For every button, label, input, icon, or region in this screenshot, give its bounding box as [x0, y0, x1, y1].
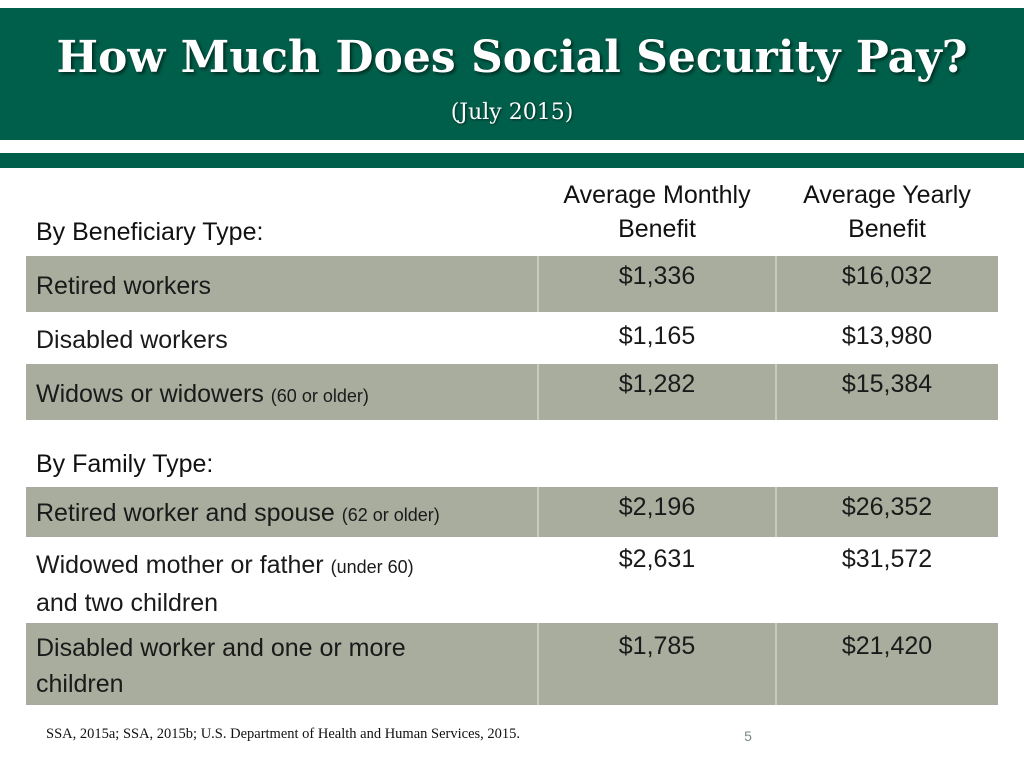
row-label-note: (under 60) [330, 557, 414, 577]
column-header-monthly: Average Monthly Benefit [563, 181, 751, 243]
column-divider [775, 487, 777, 537]
table-row: Retired worker and spouse (62 or older) … [26, 487, 998, 537]
row-label-text: Widowed mother or father [36, 551, 324, 579]
monthly-value: $1,165 [618, 322, 696, 350]
page-number: 5 [744, 728, 752, 744]
row-label-note: (62 or older) [341, 505, 440, 525]
column-divider [775, 623, 777, 705]
title-rule [0, 153, 1024, 168]
row-label: Retired workers [36, 268, 211, 304]
column-divider [537, 364, 539, 420]
section-label-family: By Family Type: [36, 450, 214, 478]
table-row: Widows or widowers (60 or older) $1,282 … [26, 364, 998, 420]
row-label-text: Widows or widowers [36, 380, 264, 408]
row-label-note: (60 or older) [270, 386, 369, 406]
monthly-value: $2,631 [618, 545, 696, 573]
yearly-value: $31,572 [841, 545, 933, 573]
yearly-value: $21,420 [841, 632, 933, 660]
table-row: Widowed mother or father (under 60) and … [26, 537, 998, 623]
row-label-text-line2: and two children [36, 589, 219, 617]
column-divider [775, 364, 777, 420]
column-divider [537, 256, 539, 312]
yearly-value: $16,032 [841, 262, 933, 290]
monthly-value: $1,336 [618, 262, 696, 290]
slide-subtitle: (July 2015) [450, 100, 574, 125]
table-row: Retired workers $1,336 $16,032 [26, 256, 998, 312]
table-row: Disabled worker and one or more children… [26, 623, 998, 705]
section-label-beneficiary: By Beneficiary Type: [36, 218, 264, 246]
monthly-value: $2,196 [618, 493, 696, 521]
row-label: Disabled workers [36, 322, 228, 358]
top-margin [0, 0, 1024, 8]
yearly-value: $26,352 [841, 493, 933, 521]
row-label: Disabled worker and one or more children [36, 630, 406, 702]
row-label-text: Retired workers [36, 272, 212, 300]
column-divider [775, 256, 777, 312]
yearly-value: $13,980 [841, 322, 933, 350]
source-citation: SSA, 2015a; SSA, 2015b; U.S. Department … [46, 726, 521, 742]
table-row: Disabled workers $1,165 $13,980 [26, 312, 998, 364]
yearly-value: $15,384 [841, 370, 933, 398]
title-band [0, 8, 1024, 140]
row-label: Widows or widowers (60 or older) [36, 376, 369, 414]
row-label-text: Disabled worker and one or more [36, 634, 406, 662]
row-label-text: Retired worker and spouse [36, 499, 335, 527]
row-label-text-line2: children [36, 670, 124, 698]
row-label: Retired worker and spouse (62 or older) [36, 495, 440, 533]
row-label: Widowed mother or father (under 60) and … [36, 547, 414, 621]
monthly-value: $1,282 [618, 370, 696, 398]
column-divider [537, 623, 539, 705]
column-divider [537, 487, 539, 537]
monthly-value: $1,785 [618, 632, 696, 660]
slide-title: How Much Does Social Security Pay? [56, 32, 968, 83]
column-header-yearly: Average Yearly Benefit [803, 181, 971, 243]
row-label-text: Disabled workers [36, 326, 228, 354]
